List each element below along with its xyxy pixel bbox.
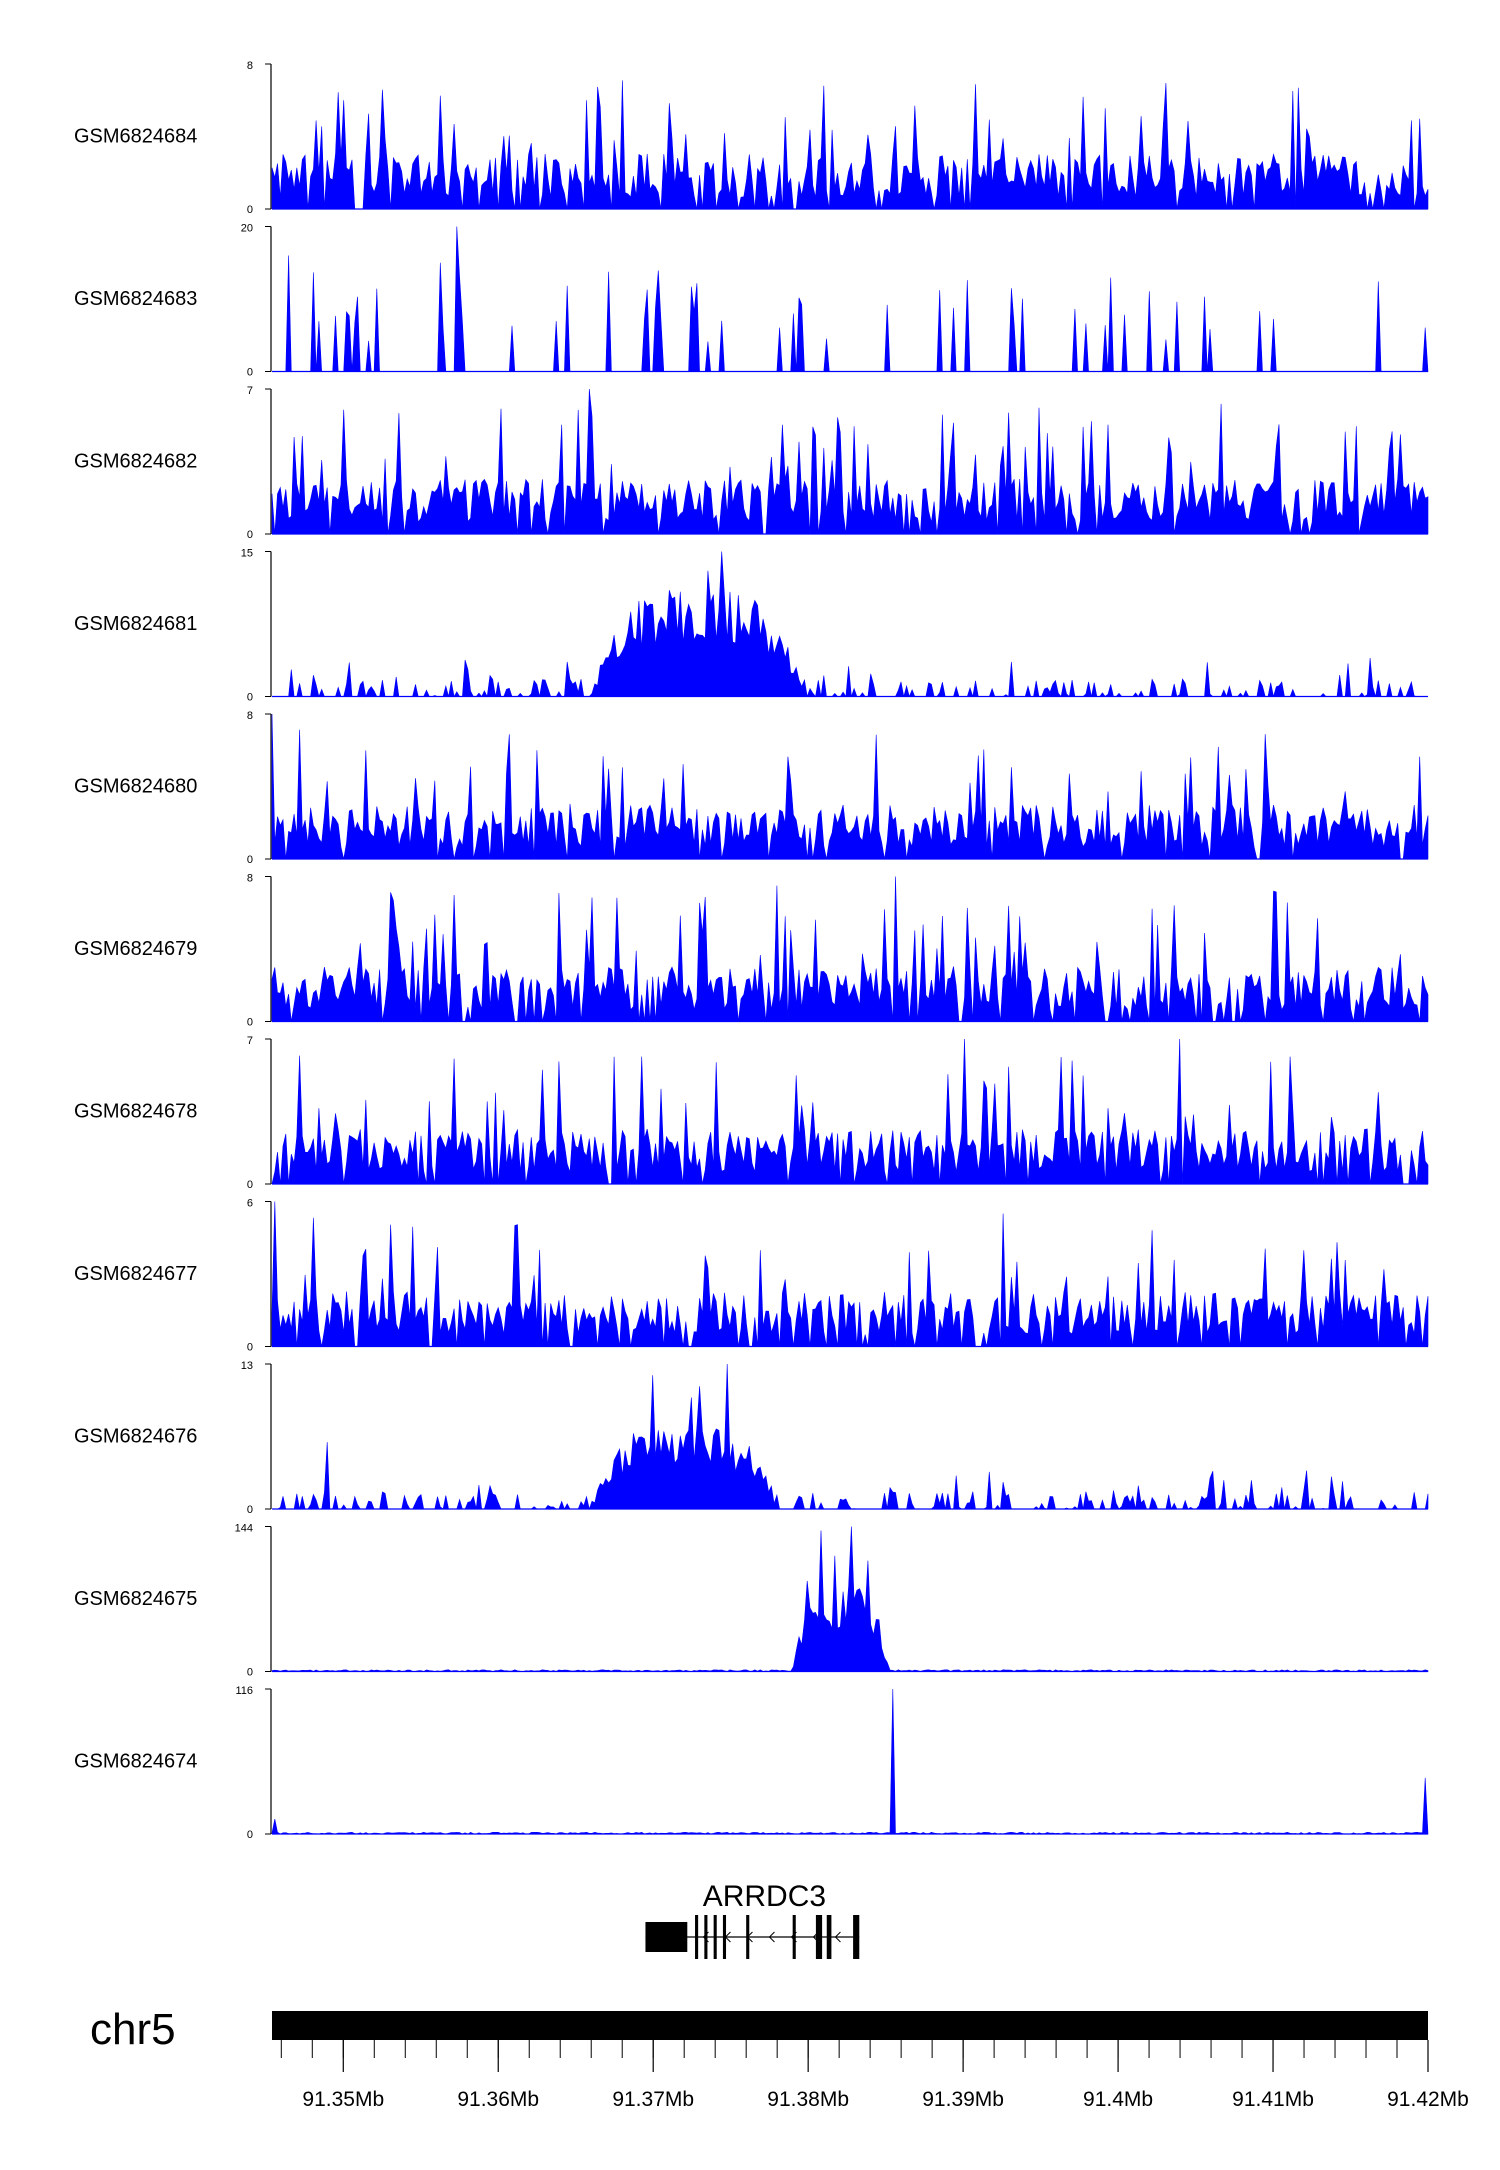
exon [826,1915,832,1959]
track-label: GSM6824679 [74,938,197,960]
chromosome-label: chr5 [90,2005,176,2054]
track-label: GSM6824680 [74,776,197,798]
exon [704,1915,708,1959]
signal-area [271,1201,1429,1347]
track-label: GSM6824684 [74,126,197,148]
signal-area [271,1038,1429,1185]
y-max-label: 6 [247,1198,253,1210]
track-label: GSM6824675 [74,1588,197,1610]
track-gsm6824679: GSM6824679 8 0 [74,873,1429,1029]
tick-label: 91.41Mb [1232,2088,1314,2111]
signal-area [272,226,1429,372]
strand-arrow [768,1931,775,1943]
signal-area [271,876,1429,1022]
tick-label: 91.36Mb [457,2088,539,2111]
track-gsm6824676: GSM6824676 13 0 [74,1360,1429,1516]
y-min-label: 0 [247,367,253,379]
track-label: GSM6824676 [74,1426,197,1448]
tick-label: 91.42Mb [1387,2088,1469,2111]
y-min-label: 0 [247,1179,253,1191]
track-gsm6824682: GSM6824682 7 0 [74,385,1429,541]
y-min-label: 0 [247,529,253,541]
track-gsm6824674: GSM6824674 116 0 [74,1685,1429,1841]
signal-area [271,388,1429,535]
y-min-label: 0 [247,1829,253,1841]
exon [722,1915,727,1959]
exon [713,1915,717,1959]
y-max-label: 13 [241,1360,253,1372]
signal-area [272,1363,1429,1511]
track-label: GSM6824677 [74,1263,197,1285]
y-max-label: 8 [247,60,253,72]
track-gsm6824678: GSM6824678 7 0 [74,1035,1429,1191]
strand-arrow [834,1931,841,1943]
y-min-label: 0 [247,204,253,216]
track-gsm6824684: GSM6824684 8 0 [74,60,1429,216]
signal-area [271,1688,1429,1835]
y-min-label: 0 [247,1667,253,1679]
tick-label: 91.38Mb [767,2088,849,2111]
exon [645,1922,688,1952]
y-max-label: 15 [241,548,253,560]
genome-axis: chr5 91.35Mb 91.36Mb 91.37Mb 91.38Mb 91.39Mb 9… [90,2005,1469,2111]
y-max-label: 144 [235,1523,253,1535]
track-gsm6824675: GSM6824675 144 0 [74,1523,1429,1679]
track-label: GSM6824681 [74,613,197,635]
y-min-label: 0 [247,692,253,704]
gene-name: ARRDC3 [703,1880,826,1913]
chromosome-bar [272,2011,1428,2040]
y-min-label: 0 [247,1342,253,1354]
tick-label: 91.4Mb [1083,2088,1153,2111]
y-max-label: 7 [247,1035,253,1047]
exon [853,1915,860,1959]
exon [746,1915,750,1959]
signal-area [271,80,1429,210]
signal-area [271,1526,1429,1672]
track-gsm6824677: GSM6824677 6 0 [74,1198,1429,1354]
y-min-label: 0 [247,1504,253,1516]
track-gsm6824681: GSM6824681 15 0 [74,548,1428,704]
tick-label: 91.39Mb [922,2088,1004,2111]
gene-model: ARRDC3 [645,1880,860,1959]
signal-area [271,551,1428,698]
y-max-label: 20 [241,223,253,235]
exon [815,1915,823,1959]
track-gsm6824680: GSM6824680 8 0 [74,710,1429,866]
track-label: GSM6824683 [74,288,197,310]
track-label: GSM6824682 [74,451,197,473]
tick-label: 91.35Mb [302,2088,384,2111]
y-min-label: 0 [247,854,253,866]
track-label: GSM6824678 [74,1101,197,1123]
exon [792,1915,796,1959]
y-max-label: 116 [235,1685,253,1697]
exon [695,1915,699,1959]
signal-area [271,713,1429,860]
track-label: GSM6824674 [74,1751,197,1773]
track-gsm6824683: GSM6824683 20 0 [74,223,1429,379]
y-max-label: 8 [247,710,253,722]
y-min-label: 0 [247,1017,253,1029]
tick-label: 91.37Mb [612,2088,694,2111]
y-max-label: 7 [247,385,253,397]
y-max-label: 8 [247,873,253,885]
